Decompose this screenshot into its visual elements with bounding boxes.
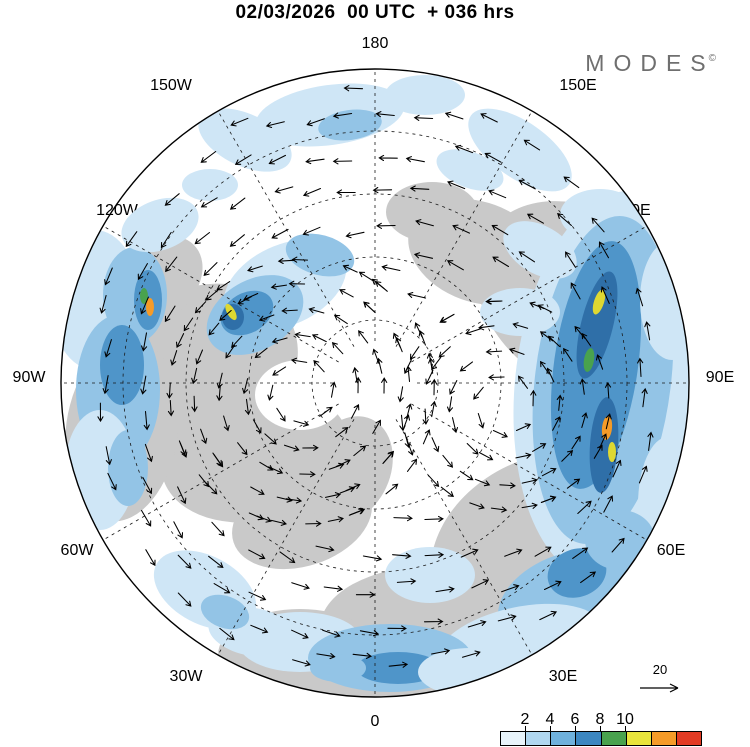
modes-logo: MODES© bbox=[585, 50, 716, 77]
legend-tick-label: 2 bbox=[520, 711, 530, 728]
legend-tick-label: 8 bbox=[595, 711, 605, 728]
lon-label-150e: 150E bbox=[559, 77, 597, 94]
reference-arrow-label: 20 bbox=[652, 662, 668, 677]
legend-color-cell bbox=[650, 732, 676, 745]
logo-text: MODES bbox=[585, 50, 715, 76]
precip-shading-layer bbox=[61, 75, 689, 696]
legend-color-cell bbox=[675, 732, 701, 745]
reference-arrow-icon bbox=[640, 683, 679, 693]
page-title: 02/03/2026 00 UTC + 036 hrs bbox=[235, 2, 515, 23]
legend-color-cell bbox=[625, 732, 651, 745]
copyright-mark: © bbox=[708, 53, 716, 64]
legend-tick bbox=[600, 726, 601, 731]
legend-tick-label: 10 bbox=[616, 711, 634, 728]
lon-label-180: 180 bbox=[361, 35, 389, 52]
legend-color-cell bbox=[550, 732, 576, 745]
lon-label-90w: 90W bbox=[12, 369, 46, 386]
legend-tick bbox=[525, 726, 526, 731]
legend-color-cell bbox=[600, 732, 626, 745]
wind-arrows-layer bbox=[97, 85, 654, 668]
lon-label-60e: 60E bbox=[656, 542, 686, 559]
lon-label-60w: 60W bbox=[60, 542, 94, 559]
lon-label-30e: 30E bbox=[548, 668, 578, 685]
lon-label-30w: 30W bbox=[169, 668, 203, 685]
legend-tick-label: 4 bbox=[545, 711, 555, 728]
map-boundary-circle bbox=[60, 68, 690, 698]
lon-label-150w: 150W bbox=[150, 77, 192, 94]
legend-color-cell bbox=[525, 732, 551, 745]
legend-tick bbox=[625, 726, 626, 731]
legend-colorbar bbox=[500, 731, 702, 746]
legend-color-cell bbox=[575, 732, 601, 745]
lon-label-120w: 120W bbox=[96, 202, 138, 219]
lon-label-90e: 90E bbox=[705, 369, 735, 386]
legend-tick bbox=[550, 726, 551, 731]
legend-color-cell bbox=[501, 732, 526, 745]
legend-tick bbox=[575, 726, 576, 731]
legend-tick-label: 6 bbox=[570, 711, 580, 728]
lon-label-0: 0 bbox=[370, 713, 380, 730]
